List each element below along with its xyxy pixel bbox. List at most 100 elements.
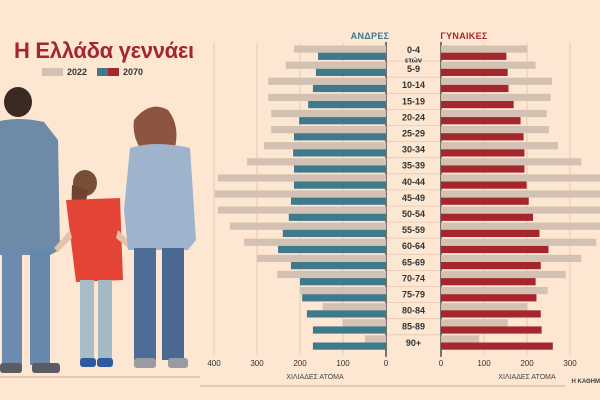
bar-men-2070 bbox=[290, 197, 386, 205]
left-tick-label: 0 bbox=[384, 359, 389, 368]
bar-women-2022 bbox=[441, 174, 600, 182]
bar-men-2022 bbox=[263, 142, 386, 150]
bar-men-2070 bbox=[288, 213, 386, 221]
bar-men-2070 bbox=[300, 278, 386, 286]
bar-men-2070 bbox=[278, 245, 386, 254]
age-label: 45-49 bbox=[402, 193, 425, 203]
bar-women-2070 bbox=[441, 278, 536, 286]
bar-women-2070 bbox=[441, 117, 521, 125]
legend-swatch-2022 bbox=[42, 68, 63, 76]
age-label: 10-14 bbox=[402, 80, 425, 90]
bar-women-2070 bbox=[441, 101, 514, 109]
age-label: 20-24 bbox=[402, 112, 425, 122]
legend: 2022 2070 bbox=[42, 67, 153, 77]
bar-women-2022 bbox=[441, 109, 547, 118]
legend-label-2070: 2070 bbox=[123, 67, 144, 77]
bar-men-2070 bbox=[308, 101, 386, 109]
bar-women-2022 bbox=[441, 238, 597, 246]
bar-women-2070 bbox=[441, 310, 541, 318]
bar-women-2070 bbox=[441, 68, 508, 76]
bar-women-2070 bbox=[441, 326, 542, 334]
right-tick-label: 0 bbox=[439, 359, 444, 368]
bar-women-2022 bbox=[441, 126, 549, 134]
bar-women-2070 bbox=[441, 149, 525, 157]
girl-figure bbox=[54, 170, 132, 367]
bar-women-2022 bbox=[441, 93, 551, 101]
bar-men-2070 bbox=[312, 84, 386, 93]
bar-women-2022 bbox=[441, 206, 600, 214]
bar-men-2022 bbox=[277, 270, 386, 279]
age-label: 50-54 bbox=[402, 209, 425, 219]
bar-men-2070 bbox=[312, 326, 386, 334]
right-tick-label: 200 bbox=[520, 359, 534, 368]
age-label: 60-64 bbox=[402, 241, 425, 251]
bar-women-2070 bbox=[441, 52, 507, 60]
women-header: ΓΥΝΑΙΚΕΣ bbox=[440, 31, 488, 41]
bar-men-2070 bbox=[293, 133, 386, 141]
bar-men-2022 bbox=[229, 222, 386, 230]
age-label: 90+ bbox=[406, 338, 421, 348]
axis-ticks: 400 300 200 100 0 0 100 200 300 bbox=[207, 359, 577, 368]
left-axis-label: ΧΙΛΙΑΔΕΣ ΑΤΟΜΑ bbox=[286, 374, 344, 381]
bar-men-2070 bbox=[299, 117, 386, 125]
bar-men-2070 bbox=[293, 181, 386, 189]
bar-men-2022 bbox=[271, 109, 386, 118]
bar-men-2022 bbox=[217, 174, 386, 182]
bar-men-2070 bbox=[290, 262, 386, 270]
bar-men-2022 bbox=[268, 93, 386, 101]
family-illustration bbox=[0, 87, 200, 378]
bar-women-2070 bbox=[441, 342, 553, 350]
age-unit-label: ετών bbox=[405, 56, 422, 65]
bar-men-2022 bbox=[244, 238, 386, 246]
age-label: 0-4 bbox=[407, 45, 420, 55]
bar-men-2022 bbox=[322, 303, 386, 311]
bar-women-2022 bbox=[441, 77, 552, 85]
bar-women-2070 bbox=[441, 133, 524, 141]
bar-men-2022 bbox=[268, 77, 386, 85]
bar-women-2022 bbox=[441, 61, 536, 69]
bar-women-2022 bbox=[441, 222, 600, 230]
legend-label-2022: 2022 bbox=[67, 67, 88, 77]
bar-men-2070 bbox=[312, 342, 386, 350]
age-label: 85-89 bbox=[402, 322, 425, 332]
bar-women-2070 bbox=[441, 197, 529, 205]
bar-women-2022 bbox=[441, 254, 582, 262]
age-label: 80-84 bbox=[402, 306, 425, 316]
age-label: 5-9 bbox=[407, 64, 420, 74]
bar-men-2070 bbox=[306, 310, 386, 318]
bar-women-2022 bbox=[441, 142, 558, 150]
bar-men-2022 bbox=[293, 45, 386, 53]
bar-women-2070 bbox=[441, 181, 527, 189]
left-tick-label: 100 bbox=[336, 359, 350, 368]
age-label: 70-74 bbox=[402, 273, 425, 283]
bar-women-2022 bbox=[441, 45, 528, 53]
bar-women-2022 bbox=[441, 270, 566, 279]
bar-women-2022 bbox=[441, 190, 600, 198]
bar-men-2022 bbox=[217, 206, 386, 214]
right-axis-label: ΧΙΛΙΑΔΕΣ ΑΤΟΜΑ bbox=[498, 374, 556, 381]
right-tick-label: 100 bbox=[477, 359, 491, 368]
bar-women-2070 bbox=[441, 229, 540, 237]
bar-men-2022 bbox=[247, 158, 386, 166]
bar-women-2022 bbox=[441, 158, 582, 166]
bar-men-2070 bbox=[302, 294, 386, 302]
age-label: 30-34 bbox=[402, 145, 425, 155]
bar-men-2070 bbox=[293, 149, 386, 157]
bar-women-2022 bbox=[441, 303, 528, 311]
bar-men-2070 bbox=[293, 165, 386, 173]
age-label: 15-19 bbox=[402, 96, 425, 106]
right-tick-label: 300 bbox=[563, 359, 577, 368]
age-label: 75-79 bbox=[402, 290, 425, 300]
age-label: 55-59 bbox=[402, 225, 425, 235]
bar-women-2070 bbox=[441, 245, 549, 254]
left-tick-label: 200 bbox=[293, 359, 307, 368]
father-figure bbox=[0, 87, 60, 373]
bar-women-2070 bbox=[441, 213, 534, 221]
bar-men-2070 bbox=[315, 68, 386, 76]
left-tick-label: 300 bbox=[250, 359, 264, 368]
bar-men-2022 bbox=[300, 287, 386, 295]
mother-figure bbox=[124, 106, 196, 368]
age-label: 65-69 bbox=[402, 257, 425, 267]
bar-men-2022 bbox=[343, 319, 386, 327]
